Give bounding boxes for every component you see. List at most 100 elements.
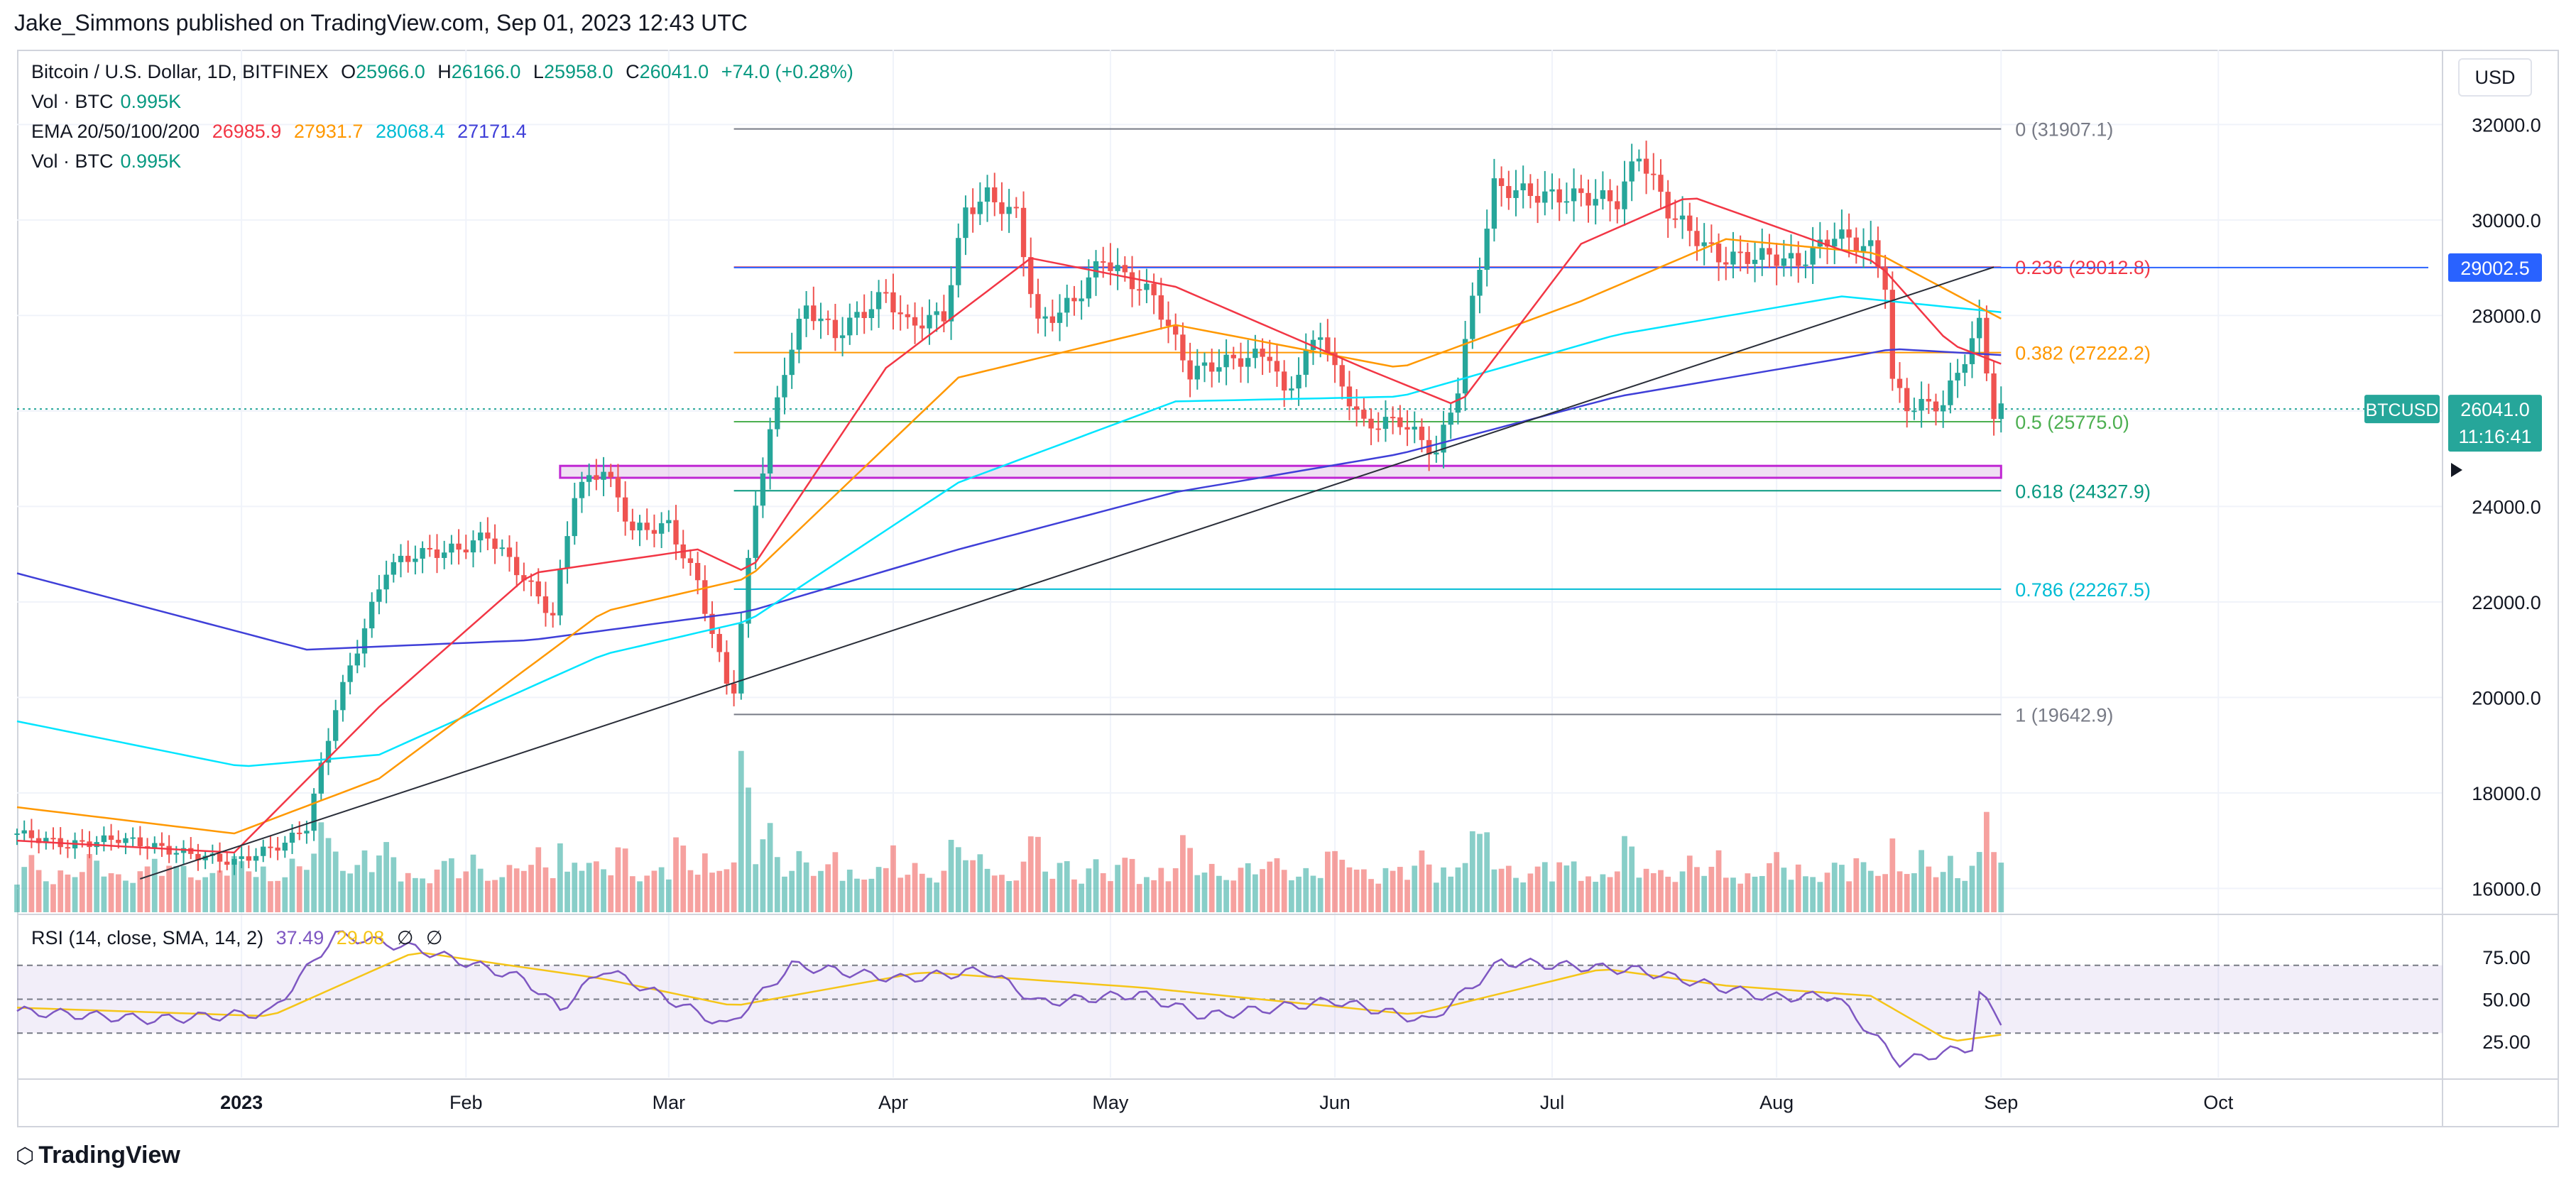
volume-bar bbox=[1491, 869, 1497, 912]
legend-volume2-label[interactable]: Vol · BTC bbox=[31, 151, 114, 172]
candle-body bbox=[1629, 161, 1634, 182]
candle-body bbox=[890, 292, 896, 313]
price-badge-value: 29002.5 bbox=[2460, 258, 2530, 279]
candle-body bbox=[1969, 338, 1975, 364]
volume-bar bbox=[1238, 868, 1244, 912]
volume-bar bbox=[1122, 858, 1128, 912]
legend-ema200-value: 27171.4 bbox=[457, 121, 527, 142]
volume-bar bbox=[383, 842, 389, 912]
candle-body bbox=[724, 652, 730, 684]
countdown-value: 11:16:41 bbox=[2458, 426, 2531, 447]
volume-bar bbox=[311, 853, 317, 912]
candle-body bbox=[716, 633, 722, 652]
volume-bar bbox=[883, 868, 889, 912]
candle-body bbox=[579, 481, 585, 498]
candle-body bbox=[1607, 190, 1613, 202]
volume-bar bbox=[1404, 880, 1410, 912]
volume-bar bbox=[1006, 881, 1013, 912]
volume-bar bbox=[72, 877, 78, 912]
volume-bar bbox=[1360, 869, 1367, 912]
currency-button[interactable]: USD bbox=[2458, 58, 2532, 97]
volume-bar bbox=[1998, 863, 2004, 912]
volume-bar bbox=[246, 871, 252, 912]
volume-bar bbox=[1115, 865, 1120, 912]
volume-bar bbox=[557, 843, 563, 912]
candle-body bbox=[369, 601, 375, 629]
candle-body bbox=[782, 375, 787, 398]
legend-volume-label[interactable]: Vol · BTC bbox=[31, 91, 114, 112]
candle-body bbox=[1527, 183, 1534, 197]
candle-body bbox=[1984, 317, 1990, 374]
legend-rsi-label[interactable]: RSI (14, close, SMA, 14, 2) bbox=[31, 927, 264, 948]
candle-body bbox=[1064, 297, 1070, 313]
price-axis-tick: 32000.0 bbox=[2472, 114, 2541, 136]
legend-symbol[interactable]: Bitcoin / U.S. Dollar, 1D, BITFINEX bbox=[31, 61, 329, 82]
volume-bar bbox=[28, 855, 35, 912]
volume-bar bbox=[687, 870, 694, 912]
legend-change: +74.0 (+0.28%) bbox=[721, 61, 853, 82]
volume-bar bbox=[470, 854, 476, 912]
volume-bar bbox=[738, 750, 744, 912]
volume-bar bbox=[1020, 861, 1027, 912]
volume-bar bbox=[782, 876, 787, 912]
tradingview-brand[interactable]: ⬡ TradingView bbox=[16, 1142, 180, 1169]
symbol-badge-label: BTCUSD bbox=[2366, 400, 2439, 420]
candle-body bbox=[1093, 261, 1099, 278]
volume-bar bbox=[1303, 868, 1309, 912]
candle-body bbox=[1875, 240, 1881, 268]
candle-body bbox=[478, 532, 484, 541]
volume-bar bbox=[608, 875, 614, 912]
volume-bar bbox=[839, 880, 846, 912]
candle-body bbox=[1013, 207, 1020, 209]
candle-body bbox=[116, 839, 121, 843]
volume-bar bbox=[1513, 877, 1519, 912]
candle-body bbox=[449, 543, 454, 553]
candle-body bbox=[1563, 201, 1570, 203]
candle-body bbox=[1882, 267, 1888, 290]
volume-bar bbox=[1498, 868, 1505, 912]
candle-body bbox=[1346, 386, 1353, 407]
candle-body bbox=[839, 335, 846, 339]
volume-bar bbox=[1049, 878, 1056, 912]
volume-bar bbox=[87, 853, 92, 912]
candle-body bbox=[542, 596, 549, 613]
candle-body bbox=[1390, 417, 1396, 419]
support-zone-rect bbox=[559, 464, 2002, 479]
fib-level-label: 0.618 (24327.9) bbox=[2015, 481, 2151, 502]
volume-bar bbox=[209, 873, 216, 912]
candle-body bbox=[1470, 295, 1475, 339]
candle-body bbox=[1049, 316, 1056, 323]
volume-bar bbox=[941, 870, 947, 912]
volume-bar bbox=[1165, 881, 1172, 912]
candle-body bbox=[1216, 367, 1222, 372]
volume-bar bbox=[1433, 882, 1439, 912]
volume-bar bbox=[1752, 876, 1758, 912]
candle-body bbox=[1382, 417, 1389, 430]
volume-bar bbox=[1382, 868, 1389, 912]
ema200-line bbox=[16, 348, 2002, 651]
fib-level-label: 0 (31907.1) bbox=[2015, 119, 2113, 141]
price-axis-tick: 20000.0 bbox=[2472, 687, 2541, 709]
candle-body bbox=[630, 521, 635, 531]
candle-body bbox=[1260, 349, 1265, 357]
candle-body bbox=[14, 833, 20, 836]
candle-body bbox=[1353, 406, 1360, 410]
volume-bar bbox=[709, 873, 715, 912]
candle-body bbox=[1586, 192, 1591, 206]
legend-ema-label[interactable]: EMA 20/50/100/200 bbox=[31, 121, 200, 142]
legend-low-label: L bbox=[533, 61, 544, 82]
candle-body bbox=[1832, 239, 1838, 247]
candle-body bbox=[1593, 199, 1598, 206]
legend-rsi-sma-value: 29.08 bbox=[336, 927, 385, 948]
volume-bar bbox=[1817, 882, 1823, 912]
candle-body bbox=[601, 471, 606, 480]
candle-body bbox=[1477, 270, 1483, 296]
candle-body bbox=[463, 549, 469, 553]
volume-bar bbox=[622, 848, 628, 912]
candle-body bbox=[1781, 258, 1787, 266]
volume-bar bbox=[875, 867, 882, 912]
candle-body bbox=[557, 568, 563, 616]
time-axis-label: Jun bbox=[1319, 1092, 1350, 1113]
volume-bar bbox=[108, 873, 114, 912]
